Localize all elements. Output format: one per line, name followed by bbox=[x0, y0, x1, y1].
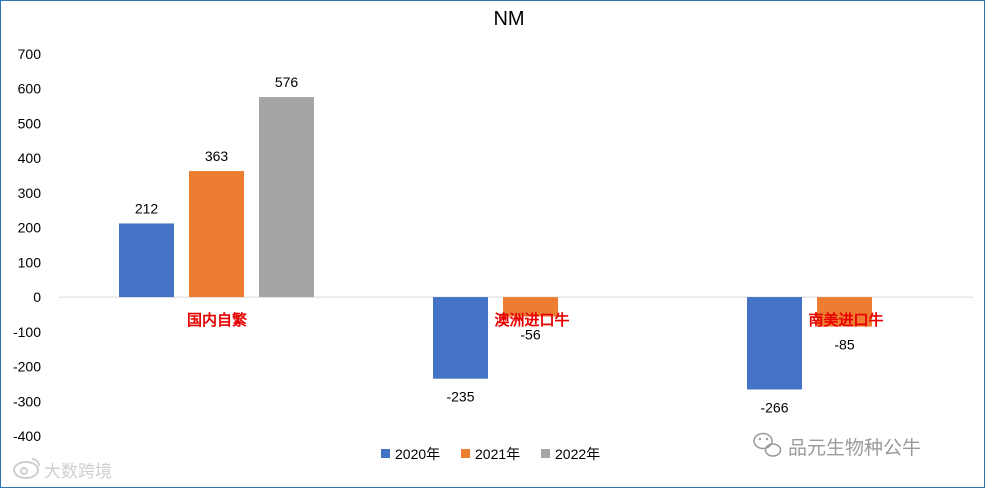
watermark-left-text: 大数跨境 bbox=[44, 462, 112, 482]
y-tick-label: -200 bbox=[13, 359, 41, 375]
watermark-left: 大数跨境 bbox=[13, 458, 112, 482]
chart-title: NM bbox=[493, 8, 524, 30]
bar bbox=[259, 97, 314, 298]
y-tick-label: 400 bbox=[18, 150, 42, 166]
watermark-right: 品元生物种公牛 bbox=[753, 432, 921, 459]
bar bbox=[433, 297, 488, 379]
data-label: 212 bbox=[135, 200, 159, 216]
category-label: 澳洲进口牛 bbox=[494, 311, 569, 329]
data-label: -56 bbox=[520, 327, 540, 343]
bar bbox=[119, 223, 174, 298]
y-tick-label: 700 bbox=[18, 46, 42, 62]
y-tick-label: -400 bbox=[13, 428, 41, 444]
data-labels: 212 -235 -266 363 -56 -85 576 bbox=[135, 74, 855, 415]
legend-swatch bbox=[381, 449, 390, 458]
bars bbox=[119, 97, 872, 390]
data-label: -85 bbox=[834, 337, 854, 353]
legend-swatch bbox=[541, 449, 550, 458]
bar bbox=[189, 171, 244, 298]
y-tick-label: 500 bbox=[18, 115, 42, 131]
y-tick-label: 0 bbox=[33, 289, 41, 305]
y-axis: 700 600 500 400 300 200 100 0 -100 -200 -300 -400 bbox=[13, 46, 41, 444]
legend-label: 2022年 bbox=[555, 446, 600, 462]
bar bbox=[503, 297, 558, 317]
bar bbox=[817, 297, 872, 327]
y-tick-label: 300 bbox=[18, 185, 42, 201]
weibo-icon bbox=[13, 458, 40, 479]
y-tick-label: 200 bbox=[18, 220, 42, 236]
category-label: 南美进口牛 bbox=[808, 311, 883, 329]
data-label: -266 bbox=[760, 399, 788, 415]
y-tick-label: -300 bbox=[13, 393, 41, 409]
category-label: 国内自繁 bbox=[187, 311, 248, 329]
data-label: 576 bbox=[275, 74, 299, 90]
y-tick-label: 100 bbox=[18, 254, 42, 270]
data-label: -235 bbox=[446, 389, 474, 405]
category-labels: 国内自繁 澳洲进口牛 南美进口牛 bbox=[187, 311, 884, 329]
legend-swatch bbox=[461, 449, 470, 458]
data-label: 363 bbox=[205, 148, 229, 164]
legend: 2020年 2021年 2022年 bbox=[381, 446, 600, 462]
legend-label: 2021年 bbox=[475, 446, 520, 462]
legend-label: 2020年 bbox=[395, 446, 440, 462]
y-tick-label: 600 bbox=[18, 81, 42, 97]
watermark-right-text: 品元生物种公牛 bbox=[788, 437, 921, 459]
bar bbox=[747, 297, 802, 390]
y-tick-label: -100 bbox=[13, 324, 41, 340]
wechat-icon bbox=[753, 432, 782, 457]
